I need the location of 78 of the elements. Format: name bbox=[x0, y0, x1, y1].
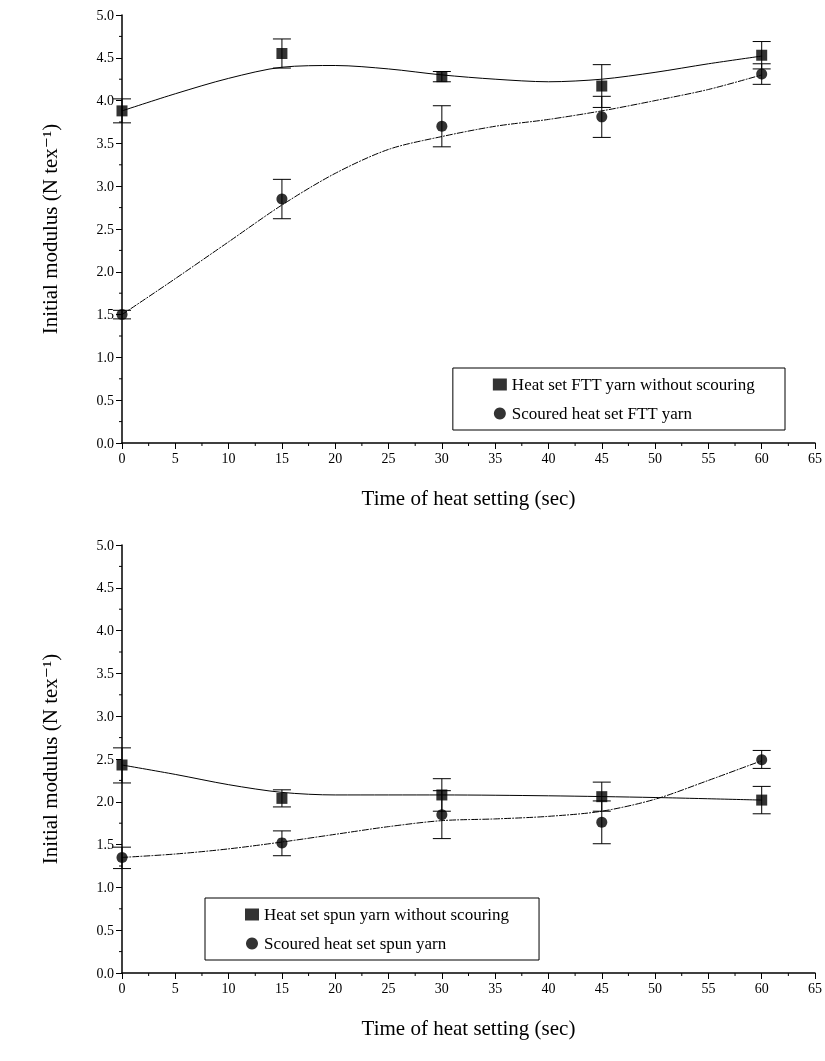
point bbox=[756, 49, 768, 61]
x-tick-label: 0 bbox=[118, 980, 126, 996]
point bbox=[436, 789, 448, 801]
x-tick-label: 50 bbox=[648, 450, 663, 466]
point bbox=[756, 754, 768, 766]
x-tick-label: 45 bbox=[594, 450, 609, 466]
y-axis-title: Initial modulus (N tex⁻¹) bbox=[37, 123, 62, 335]
x-tick-label: 65 bbox=[808, 450, 822, 466]
x-tick-label: 10 bbox=[221, 450, 236, 466]
point bbox=[436, 120, 448, 132]
y-tick-label: 4.5 bbox=[96, 50, 114, 66]
y-tick-label: 5.0 bbox=[96, 7, 114, 23]
x-tick-label: 35 bbox=[488, 980, 503, 996]
x-tick-label: 25 bbox=[381, 980, 396, 996]
x-tick-label: 40 bbox=[541, 980, 556, 996]
x-tick-label: 60 bbox=[754, 450, 769, 466]
y-tick-label: 1.5 bbox=[96, 307, 114, 323]
x-tick-label: 40 bbox=[541, 450, 556, 466]
y-tick-label: 1.0 bbox=[96, 349, 114, 365]
legend-label: Heat set spun yarn without scouring bbox=[264, 905, 510, 924]
y-tick-label: 0.5 bbox=[96, 922, 114, 938]
point bbox=[596, 816, 608, 828]
x-tick-label: 65 bbox=[808, 980, 822, 996]
x-tick-label: 0 bbox=[118, 450, 126, 466]
x-tick-label: 5 bbox=[171, 980, 179, 996]
y-tick-label: 3.5 bbox=[96, 665, 114, 681]
x-tick-label: 30 bbox=[434, 980, 449, 996]
x-tick-label: 20 bbox=[328, 450, 343, 466]
y-axis-title: Initial modulus (N tex⁻¹) bbox=[37, 653, 62, 865]
point bbox=[116, 309, 128, 321]
point bbox=[276, 837, 288, 849]
x-tick-label: 15 bbox=[274, 980, 289, 996]
point bbox=[756, 68, 768, 80]
y-tick-label: 4.5 bbox=[96, 580, 114, 596]
y-tick-label: 2.5 bbox=[96, 221, 114, 237]
point bbox=[596, 111, 608, 123]
x-tick-label: 15 bbox=[274, 450, 289, 466]
point bbox=[436, 71, 448, 83]
x-tick-label: 60 bbox=[754, 980, 769, 996]
x-axis-title: Time of heat setting (sec) bbox=[361, 485, 576, 510]
x-tick-label: 55 bbox=[701, 450, 716, 466]
legend-label: Heat set FTT yarn without scouring bbox=[511, 375, 756, 394]
x-tick-label: 5 bbox=[171, 450, 179, 466]
point bbox=[596, 80, 608, 92]
y-tick-label: 0.0 bbox=[96, 965, 114, 981]
x-tick-label: 55 bbox=[701, 980, 716, 996]
y-tick-label: 2.0 bbox=[96, 794, 114, 810]
legend-label: Scoured heat set FTT yarn bbox=[511, 404, 693, 423]
x-tick-label: 45 bbox=[594, 980, 609, 996]
point bbox=[116, 851, 128, 863]
x-axis-title: Time of heat setting (sec) bbox=[361, 1015, 576, 1040]
point bbox=[596, 791, 608, 803]
x-tick-label: 50 bbox=[648, 980, 663, 996]
y-tick-label: 1.5 bbox=[96, 837, 114, 853]
y-tick-label: 2.0 bbox=[96, 264, 114, 280]
x-tick-label: 10 bbox=[221, 980, 236, 996]
y-tick-label: 3.5 bbox=[96, 135, 114, 151]
y-tick-label: 5.0 bbox=[96, 537, 114, 553]
x-tick-label: 20 bbox=[328, 980, 343, 996]
point bbox=[756, 794, 768, 806]
y-tick-label: 3.0 bbox=[96, 708, 114, 724]
y-tick-label: 2.5 bbox=[96, 751, 114, 767]
point bbox=[116, 105, 128, 117]
x-tick-label: 35 bbox=[488, 450, 503, 466]
x-tick-label: 30 bbox=[434, 450, 449, 466]
point bbox=[276, 193, 288, 205]
point bbox=[276, 792, 288, 804]
point bbox=[436, 809, 448, 821]
y-tick-label: 4.0 bbox=[96, 623, 114, 639]
point bbox=[116, 759, 128, 771]
y-tick-label: 1.0 bbox=[96, 879, 114, 895]
y-tick-label: 0.0 bbox=[96, 435, 114, 451]
x-tick-label: 25 bbox=[381, 450, 396, 466]
legend-label: Scoured heat set spun yarn bbox=[264, 934, 447, 953]
y-tick-label: 4.0 bbox=[96, 93, 114, 109]
point bbox=[276, 48, 288, 60]
y-tick-label: 3.0 bbox=[96, 178, 114, 194]
y-tick-label: 0.5 bbox=[96, 392, 114, 408]
